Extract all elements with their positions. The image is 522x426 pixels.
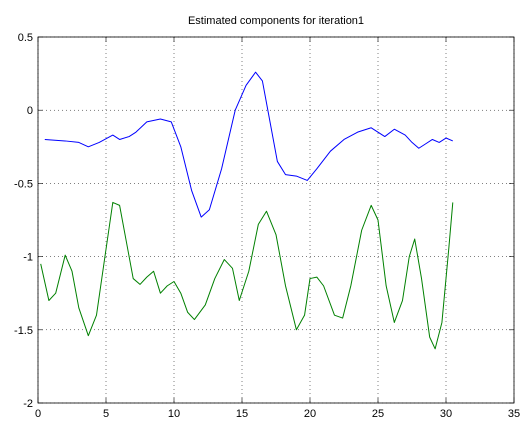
series-line bbox=[40, 201, 454, 350]
chart-title: Estimated components for iteration1 bbox=[188, 15, 364, 27]
x-tick-label: 30 bbox=[440, 408, 452, 420]
y-tick-label: -1.5 bbox=[14, 325, 33, 337]
x-tick-label: 5 bbox=[103, 408, 109, 420]
x-tick-label: 25 bbox=[372, 408, 384, 420]
x-tick-label: 0 bbox=[35, 408, 41, 420]
series-line bbox=[44, 71, 453, 218]
y-tick-label: 0 bbox=[27, 105, 33, 117]
x-tick-label: 20 bbox=[304, 408, 316, 420]
y-tick-label: 0.5 bbox=[18, 32, 33, 44]
axes-box bbox=[37, 36, 515, 404]
y-tick-label: -1 bbox=[23, 252, 33, 264]
y-tick-label: -2 bbox=[23, 398, 33, 410]
x-tick-label: 10 bbox=[168, 408, 180, 420]
y-tick-label: -0.5 bbox=[14, 178, 33, 190]
x-tick-label: 35 bbox=[508, 408, 520, 420]
plot-area bbox=[38, 37, 514, 403]
x-tick-label: 15 bbox=[236, 408, 248, 420]
